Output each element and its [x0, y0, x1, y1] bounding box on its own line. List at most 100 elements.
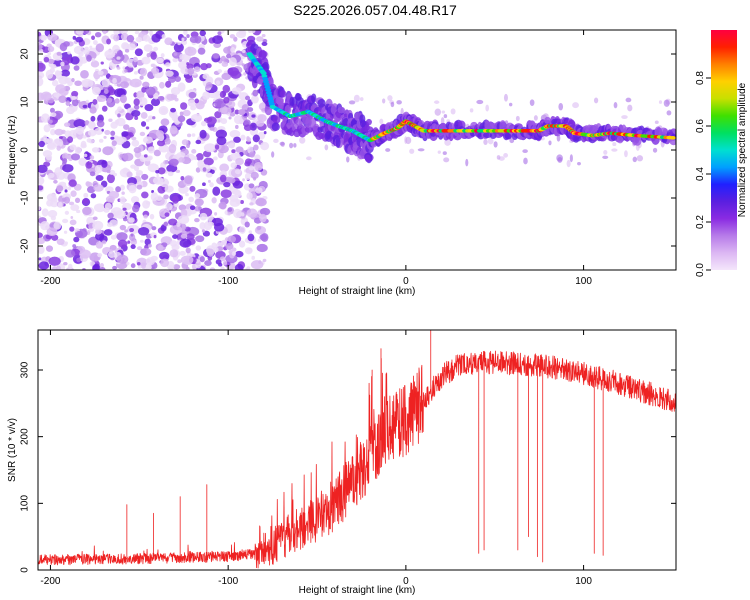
noise-blob	[251, 255, 256, 260]
noise-blob	[98, 138, 104, 143]
noise-blob	[152, 176, 164, 185]
spectrogram-x-tick-label: 100	[575, 276, 592, 287]
noise-blob	[503, 93, 508, 102]
noise-blob	[116, 254, 129, 264]
noise-blob	[68, 179, 77, 187]
noise-blob	[126, 262, 130, 266]
noise-blob	[156, 173, 159, 178]
noise-blob	[217, 69, 223, 74]
noise-blob	[115, 186, 121, 193]
noise-blob	[234, 109, 240, 115]
noise-blob	[54, 128, 64, 136]
noise-blob	[38, 245, 45, 255]
noise-blob	[170, 86, 181, 96]
noise-blob	[56, 185, 64, 192]
noise-blob	[134, 116, 139, 120]
noise-blob	[139, 67, 148, 77]
noise-blob	[220, 118, 228, 125]
noise-blob	[225, 242, 234, 251]
noise-blob	[213, 222, 225, 232]
noise-blob	[219, 163, 230, 172]
noise-blob	[121, 131, 129, 137]
noise-blob	[229, 57, 237, 67]
noise-blob	[254, 161, 264, 171]
noise-blob	[88, 139, 95, 144]
noise-blob	[346, 156, 350, 163]
snr-y-tick-label: 300	[20, 361, 31, 378]
noise-blob	[255, 198, 267, 207]
signal-halo-blob	[304, 126, 313, 133]
noise-blob	[172, 57, 178, 63]
noise-blob	[213, 42, 222, 48]
noise-blob	[95, 43, 105, 53]
signal-core-blob	[669, 136, 676, 140]
noise-blob	[89, 155, 95, 160]
noise-blob	[197, 47, 206, 55]
noise-blob	[119, 94, 127, 104]
noise-blob	[153, 149, 161, 157]
spectrogram-noise-blobs	[38, 30, 672, 270]
noise-blob	[40, 91, 52, 101]
noise-blob	[176, 221, 181, 227]
signal-core-blob	[265, 88, 272, 92]
noise-blob	[235, 157, 244, 166]
noise-blob	[87, 186, 96, 194]
noise-blob	[359, 97, 364, 101]
noise-blob	[250, 30, 256, 34]
noise-blob	[234, 250, 244, 258]
noise-blob	[235, 146, 244, 154]
noise-blob	[106, 97, 113, 104]
noise-blob	[96, 94, 107, 103]
noise-blob	[405, 136, 412, 145]
noise-blob	[106, 222, 113, 228]
noise-blob	[306, 156, 312, 161]
signal-halo-blob	[272, 115, 281, 124]
noise-blob	[238, 240, 246, 248]
signal-halo-blob	[279, 90, 287, 98]
noise-blob	[52, 138, 64, 148]
signal-halo-blob	[284, 104, 292, 115]
noise-blob	[232, 180, 244, 189]
noise-blob	[240, 134, 246, 141]
noise-blob	[145, 257, 156, 266]
noise-blob	[94, 127, 104, 135]
noise-blob	[485, 104, 490, 112]
noise-blob	[56, 238, 65, 246]
noise-blob	[46, 199, 54, 207]
noise-blob	[160, 118, 170, 126]
noise-blob	[157, 139, 166, 147]
noise-blob	[145, 126, 150, 130]
noise-blob	[194, 198, 204, 207]
noise-blob	[89, 106, 97, 114]
noise-blob	[145, 118, 150, 122]
noise-blob	[102, 146, 114, 156]
noise-blob	[218, 262, 223, 267]
noise-blob	[244, 221, 250, 228]
noise-blob	[211, 242, 217, 249]
spectrogram-x-tick-label: -200	[40, 276, 60, 287]
noise-blob	[121, 191, 125, 195]
noise-blob	[46, 227, 58, 237]
noise-blob	[199, 222, 206, 230]
noise-blob	[87, 122, 96, 129]
noise-blob	[67, 136, 74, 143]
noise-blob	[120, 30, 128, 35]
noise-blob	[184, 175, 193, 185]
noise-blob	[172, 264, 181, 270]
noise-blob	[94, 32, 102, 38]
noise-blob	[324, 144, 329, 151]
snr-y-ticks: 0 100 200 300	[20, 361, 676, 573]
noise-blob	[81, 78, 94, 88]
noise-blob	[180, 255, 194, 265]
noise-blob	[38, 232, 43, 239]
noise-blob	[508, 102, 513, 107]
noise-blob	[155, 196, 163, 201]
noise-blob	[38, 42, 43, 51]
noise-blob	[151, 33, 161, 43]
signal-core-blob	[265, 91, 272, 95]
snr-y-label: SNR (10 * v/v)	[7, 418, 18, 482]
noise-blob	[396, 100, 402, 105]
noise-blob	[133, 71, 138, 75]
noise-blob	[135, 169, 143, 176]
noise-blob	[483, 139, 488, 146]
